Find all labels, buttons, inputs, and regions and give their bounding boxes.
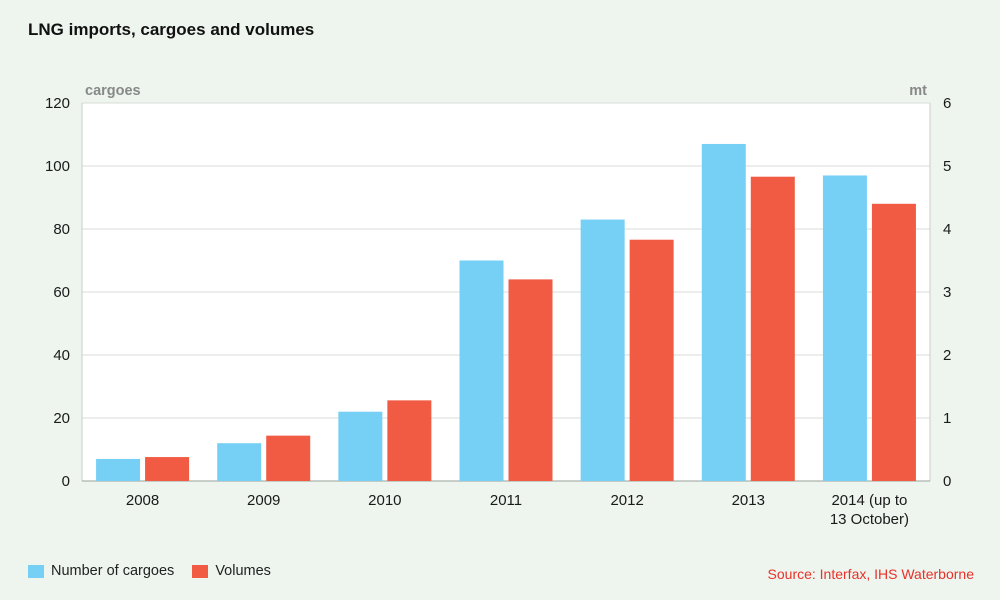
left-tick-label: 80 xyxy=(53,221,70,238)
x-tick-label: 2009 xyxy=(247,492,280,509)
x-tick-label: 2008 xyxy=(126,492,159,509)
x-tick-label: 2014 (up to xyxy=(831,492,907,509)
bar-volumes xyxy=(629,239,674,481)
bar-cargoes xyxy=(701,143,746,481)
legend-swatch-cargoes xyxy=(28,564,44,578)
bar-volumes xyxy=(145,457,190,481)
right-axis-unit: mt xyxy=(909,83,927,99)
left-tick-label: 40 xyxy=(53,347,70,364)
x-tick-label: 13 October) xyxy=(830,511,909,528)
x-tick-label: 2012 xyxy=(610,492,643,509)
bar-cargoes xyxy=(96,458,141,481)
bar-volumes xyxy=(266,435,311,481)
bar-volumes xyxy=(387,400,432,481)
x-tick-label: 2011 xyxy=(490,492,522,509)
x-tick-label: 2013 xyxy=(732,492,765,509)
legend: Number of cargoes Volumes xyxy=(28,563,271,579)
legend-label-cargoes: Number of cargoes xyxy=(51,563,175,579)
right-tick-label: 6 xyxy=(943,95,951,112)
x-tick-label: 2010 xyxy=(368,492,401,509)
right-tick-label: 3 xyxy=(943,284,951,301)
bar-cargoes xyxy=(217,443,262,481)
left-axis-unit: cargoes xyxy=(85,83,141,99)
left-tick-label: 0 xyxy=(62,473,70,490)
left-tick-label: 20 xyxy=(53,410,70,427)
bar-volumes xyxy=(750,176,795,481)
bar-volumes xyxy=(871,203,916,482)
legend-swatch-volumes xyxy=(192,564,209,578)
bar-volumes xyxy=(508,279,553,481)
legend-item-cargoes: Number of cargoes xyxy=(28,563,174,579)
bar-cargoes xyxy=(338,411,383,481)
right-tick-label: 1 xyxy=(943,410,951,427)
left-tick-label: 100 xyxy=(45,158,70,175)
bar-cargoes xyxy=(459,260,504,481)
left-tick-label: 120 xyxy=(45,95,70,112)
right-tick-label: 5 xyxy=(943,158,951,175)
right-tick-label: 4 xyxy=(943,221,951,238)
right-tick-label: 2 xyxy=(943,347,951,364)
bar-cargoes xyxy=(822,175,867,481)
chart-title: LNG imports, cargoes and volumes xyxy=(28,20,315,39)
bar-cargoes xyxy=(580,219,625,482)
source-note: Source: Interfax, IHS Waterborne xyxy=(767,566,974,582)
right-tick-label: 0 xyxy=(943,473,951,490)
legend-item-volumes: Volumes xyxy=(192,563,271,579)
left-tick-label: 60 xyxy=(53,284,70,301)
legend-label-volumes: Volumes xyxy=(215,563,271,579)
